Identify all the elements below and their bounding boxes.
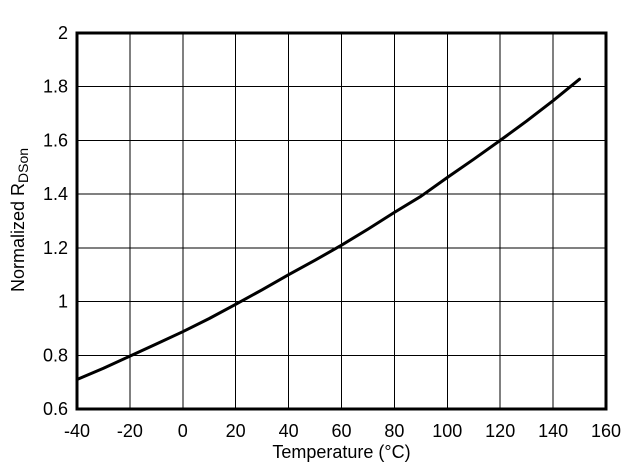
y-axis-title: Normalized RDSon [8, 32, 32, 408]
series-line [75, 77, 581, 381]
x-tick-label: 40 [279, 421, 299, 441]
y-tick-label: 1.8 [43, 77, 68, 97]
x-tick-label: 160 [591, 421, 621, 441]
x-tick-label: 0 [178, 421, 188, 441]
x-tick-label: 80 [384, 421, 404, 441]
y-tick-label: 1 [58, 292, 68, 312]
axes-frame [75, 31, 608, 411]
y-tick-label: 0.6 [43, 399, 68, 419]
y-axis-title-subscript: DSon [15, 147, 31, 183]
plot-frame [75, 31, 608, 411]
x-tick-label: 60 [331, 421, 351, 441]
y-tick-label: 1.2 [43, 238, 68, 258]
x-axis-tick-labels: -40 -20 0 20 40 60 80 100 120 140 160 [64, 421, 621, 441]
y-tick-label: 1.4 [43, 184, 68, 204]
x-tick-label: -20 [117, 421, 143, 441]
y-tick-label: 2 [58, 23, 68, 43]
x-tick-label: -40 [64, 421, 90, 441]
y-axis-title-main: Normalized R [8, 183, 28, 293]
x-tick-label: 20 [226, 421, 246, 441]
y-tick-label: 1.6 [43, 130, 68, 150]
x-tick-label: 100 [432, 421, 462, 441]
x-tick-label: 120 [485, 421, 515, 441]
x-tick-label: 140 [538, 421, 568, 441]
rdson-curve [75, 77, 581, 381]
x-axis-title: Temperature (°C) [272, 442, 411, 462]
gridlines [76, 32, 607, 410]
y-axis-tick-labels: 2 1.8 1.6 1.4 1.2 1 0.8 0.6 [43, 23, 68, 419]
y-tick-label: 0.8 [43, 345, 68, 365]
